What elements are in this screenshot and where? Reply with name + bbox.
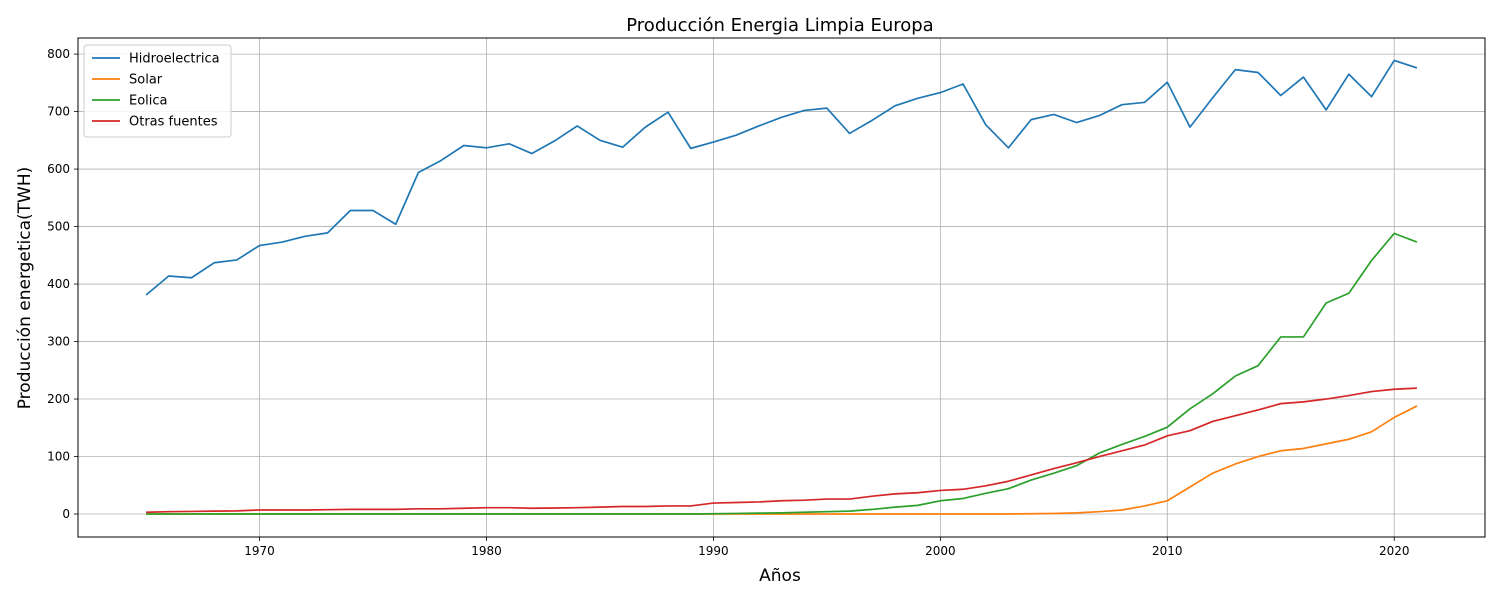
y-tick-label: 0 <box>62 507 70 521</box>
legend-label: Hidroelectrica <box>129 52 220 67</box>
legend: Hidroelectrica Solar Eolica Otras fuentes <box>83 44 232 138</box>
series-line-eolica <box>146 232 1418 515</box>
x-tick-label: 1980 <box>471 544 502 558</box>
x-tick-label: 2010 <box>1152 544 1183 558</box>
y-tick-label: 600 <box>47 162 70 176</box>
y-tick-label: 300 <box>47 335 70 349</box>
x-tick-label: 1990 <box>698 544 729 558</box>
y-tick-label: 800 <box>47 47 70 61</box>
x-tick-label: 1970 <box>244 544 275 558</box>
grid-lines <box>78 38 1485 537</box>
plot-frame <box>77 37 1486 538</box>
y-tick-label: 700 <box>47 105 70 119</box>
y-tick-label: 200 <box>47 392 70 406</box>
y-tick-label: 400 <box>47 277 70 291</box>
series-line-otras-fuentes <box>146 387 1417 514</box>
legend-box <box>83 44 232 138</box>
series-lines <box>145 59 1418 515</box>
axis-ticks: 1970 1980 1990 2000 2010 2020 0 100 200 300 400 500… <box>47 47 1409 558</box>
x-axis-label: Años <box>759 566 801 586</box>
y-axis-label: Producción energetica(TWH) <box>15 167 35 410</box>
series-line-hidroelectrica <box>145 59 1418 296</box>
x-tick-label: 2020 <box>1379 544 1410 558</box>
x-tick-label: 2000 <box>925 544 956 558</box>
legend-label: Solar <box>129 73 163 88</box>
legend-label: Otras fuentes <box>129 115 218 130</box>
legend-label: Eolica <box>129 94 168 109</box>
chart-title: Producción Energia Limpia Europa <box>626 15 933 36</box>
y-tick-label: 100 <box>47 450 70 464</box>
y-tick-label: 500 <box>47 220 70 234</box>
